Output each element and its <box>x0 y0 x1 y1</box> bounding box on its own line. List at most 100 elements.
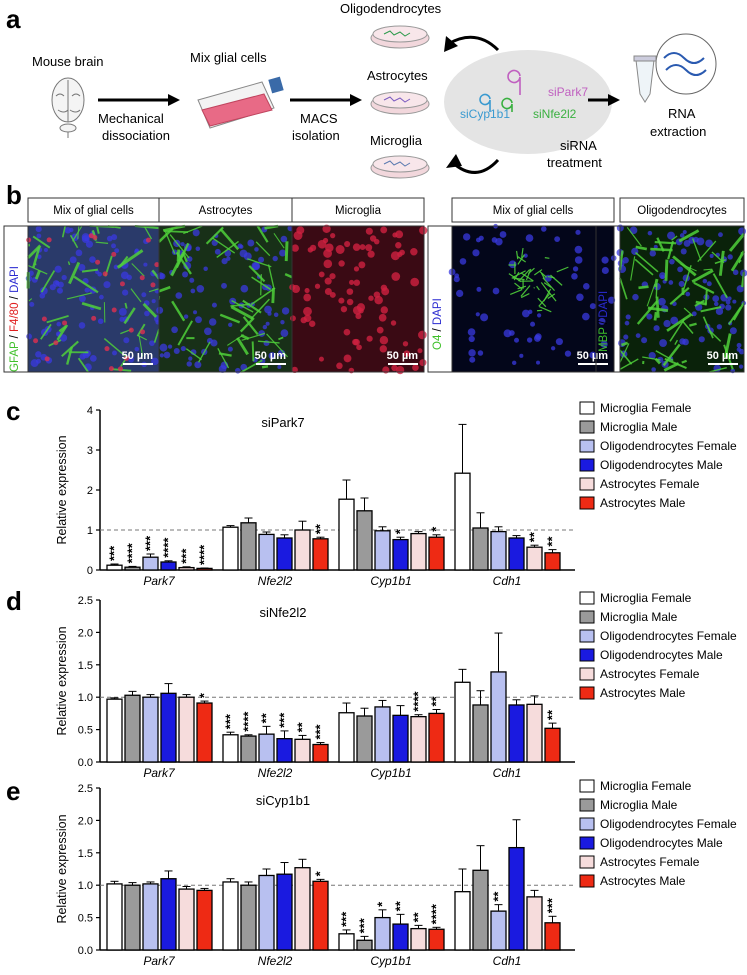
legend-swatch <box>579 420 595 434</box>
legend-swatch <box>579 496 595 510</box>
y-tick-label: 1 <box>87 525 93 537</box>
bar <box>508 704 525 763</box>
significance-stars: ** <box>429 695 444 706</box>
bar <box>338 933 355 951</box>
y-tick-label: 1.0 <box>78 880 93 892</box>
significance-stars: ** <box>527 531 542 542</box>
bar <box>160 692 177 763</box>
stain-f480: F4/80 <box>9 303 21 332</box>
x-category-label: Cyp1b1 <box>370 574 411 588</box>
significance-stars: **** <box>125 542 140 563</box>
significance-stars: **** <box>411 691 426 712</box>
stain-label-right: MBP / DAPI <box>598 291 610 352</box>
bar <box>490 530 507 571</box>
x-category-label: Nfe2l2 <box>258 766 293 780</box>
bar <box>356 715 373 763</box>
significance-stars: * <box>313 870 328 876</box>
legend-label: Microglia Male <box>600 798 678 812</box>
y-tick-label: 2.0 <box>78 627 93 639</box>
bar <box>240 884 257 951</box>
significance-stars: *** <box>223 713 238 729</box>
bar <box>196 889 213 951</box>
y-tick-label: 2 <box>87 485 93 497</box>
sipark7-label: siPark7 <box>548 85 588 99</box>
significance-stars: **** <box>161 537 176 558</box>
y-tick-label: 1.5 <box>78 848 93 860</box>
bar <box>526 546 543 571</box>
y-tick-label: 0 <box>87 565 93 577</box>
micrograph-image: 50 µm <box>156 224 294 374</box>
dissociation-label: dissociation <box>102 128 170 143</box>
legend-swatch <box>579 798 595 812</box>
bar <box>410 927 427 951</box>
legend-label: Oligodendrocytes Male <box>600 648 723 662</box>
stain-sep-2: / <box>9 293 21 303</box>
bar <box>544 552 561 571</box>
significance-stars: ** <box>393 900 408 911</box>
bar <box>312 880 329 951</box>
macs-label: MACS <box>300 111 338 126</box>
significance-stars: * <box>393 528 408 534</box>
scale-bar-label: 50 µm <box>577 350 609 362</box>
sirna-label: siRNA <box>560 138 597 153</box>
sinfe2l2-label: siNfe2l2 <box>533 107 577 121</box>
legend-swatch <box>579 855 595 869</box>
micrograph-caption-box <box>158 197 293 223</box>
legend-label: Astrocytes Male <box>600 874 686 888</box>
significance-stars: ** <box>411 911 426 922</box>
legend-label: Microglia Female <box>600 591 692 605</box>
extraction-label: extraction <box>650 124 706 139</box>
bar <box>428 536 445 571</box>
y-tick-label: 0.0 <box>78 945 93 957</box>
bar <box>142 696 159 763</box>
bar <box>490 671 507 763</box>
significance-stars: * <box>375 901 390 907</box>
chart-title: siPark7 <box>261 415 304 430</box>
bar <box>508 537 525 571</box>
legend-label: Oligodendrocytes Female <box>600 817 737 831</box>
stain-sep-4: / <box>598 318 610 328</box>
bar <box>454 472 471 571</box>
y-tick-label: 0.5 <box>78 725 93 737</box>
stain-sep-3: / <box>432 325 444 335</box>
svg-text:GFAP / F4/80 / DAPI: GFAP / F4/80 / DAPI <box>9 266 21 372</box>
y-tick-label: 1.0 <box>78 692 93 704</box>
panel-a-letter: a <box>6 4 21 34</box>
legend: Microglia Female Microglia Male Oligodendr… <box>579 779 737 888</box>
x-category-label: Cyp1b1 <box>370 766 411 780</box>
mechanical-label: Mechanical <box>98 111 164 126</box>
legend: Microglia Female Microglia Male Oligodendr… <box>579 591 737 700</box>
bar <box>508 846 525 951</box>
significance-stars: ** <box>545 709 560 720</box>
x-category-label: Park7 <box>143 766 176 780</box>
significance-stars: **** <box>241 711 256 732</box>
panel-a: a Mouse brain Mechanical dissociation Mi… <box>6 1 717 179</box>
significance-stars: *** <box>357 917 372 933</box>
legend: Microglia Female Microglia Male Oligodendr… <box>579 401 737 510</box>
x-category-label: Cdh1 <box>493 766 522 780</box>
sirna-icon <box>479 69 521 112</box>
scale-bar-label: 50 µm <box>387 350 419 362</box>
bar <box>222 734 239 763</box>
micrograph-image: 50 µm <box>616 224 747 374</box>
micro-label: Microglia <box>370 133 423 148</box>
scale-bar-label: 50 µm <box>255 350 287 362</box>
y-tick-label: 1.5 <box>78 660 93 672</box>
bar <box>178 888 195 951</box>
bar <box>454 681 471 763</box>
significance-stars: * <box>429 526 444 532</box>
bar <box>142 556 159 571</box>
y-tick-label: 2.5 <box>78 595 93 607</box>
bar <box>472 527 489 571</box>
bar <box>276 873 293 951</box>
micrograph-title: Oligodendrocytes <box>637 205 727 217</box>
x-category-label: Cdh1 <box>493 954 522 968</box>
chart-title: siCyp1b1 <box>256 793 310 808</box>
legend-swatch <box>579 648 595 662</box>
legend-label: Microglia Female <box>600 401 692 415</box>
bar <box>106 698 123 763</box>
stain-label-box <box>595 225 621 373</box>
treatment-label: treatment <box>547 155 602 170</box>
x-category-label: Cdh1 <box>493 574 522 588</box>
